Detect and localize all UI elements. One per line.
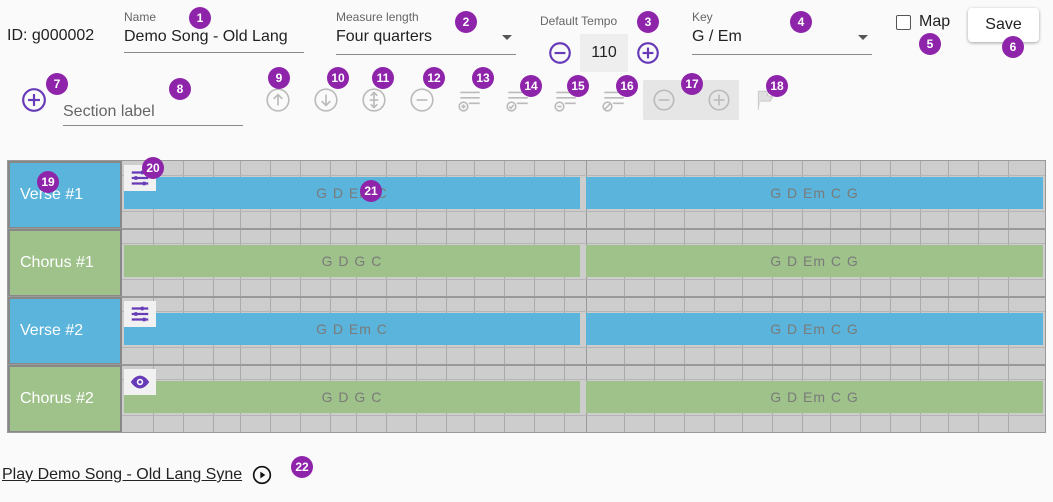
grid-section-separator [8,228,1045,230]
chord-bar[interactable]: G D Em C G [586,245,1043,277]
add-list-icon [458,91,480,112]
zoom-out-icon [653,89,675,111]
annotation-badge: 9 [268,67,290,89]
chord-bar[interactable]: G D Em C [124,177,580,209]
chevron-down-icon[interactable] [858,34,868,40]
annotation-badge: 18 [766,75,788,97]
chord-bar[interactable]: G D Em C G [586,313,1043,345]
map-toggle[interactable]: Map [896,13,950,31]
add-section-button[interactable] [20,86,48,114]
move-down-button[interactable] [312,86,340,114]
minus-circle-icon [549,42,571,64]
annotation-badge: 7 [46,73,68,95]
flag-button[interactable] [752,86,780,114]
add-list-button[interactable] [456,86,484,114]
section-label-3[interactable]: Verse #2 [8,297,122,365]
annotation-badge: 21 [360,180,382,202]
annotation-badge: 12 [423,67,445,89]
chevron-down-icon[interactable] [502,34,512,40]
eye-icon[interactable] [124,369,156,395]
chord-bar[interactable]: G D Em C G [586,381,1043,413]
annotation-badge: 16 [616,75,638,97]
annotation-badge: 1 [189,7,211,29]
name-field[interactable]: Name Demo Song - Old Lang [124,10,304,54]
chord-bar[interactable]: G D G C [124,245,580,277]
remove-button[interactable] [408,86,436,114]
annotation-badge: 17 [681,73,703,95]
grid-row-line [8,175,1045,176]
grid-row-line [8,243,1045,244]
annotation-badge: 14 [520,75,542,97]
tempo-decrease-button[interactable] [546,39,574,67]
key-field[interactable]: Key G / Em [692,10,872,60]
tempo-increase-button[interactable] [634,39,662,67]
tempo-label: Default Tempo [540,14,618,28]
section-label-1[interactable]: Verse #1 [8,161,122,229]
annotation-badge: 4 [790,11,812,33]
grid-row-line [8,311,1045,312]
annotation-badge: 13 [472,67,494,89]
chord-bar[interactable]: G D G C [124,381,580,413]
play-song-label[interactable]: Play Demo Song - Old Lang Syne [2,466,243,483]
annotation-badge: 19 [37,171,59,193]
tempo-input[interactable]: 110 [580,34,628,72]
move-up-icon [266,88,290,112]
zoom-in-icon [708,89,730,111]
key-label: Key [692,10,713,24]
measure-length-field[interactable]: Measure length Four quarters [336,10,516,60]
annotation-badge: 2 [455,11,477,33]
annotation-badge: 10 [327,67,349,89]
tune-icon[interactable] [124,301,156,327]
annotation-badge: 5 [919,33,941,55]
grid-section-separator [8,296,1045,298]
map-checkbox[interactable] [896,14,911,30]
remove-icon [410,88,434,112]
grid-row-line [8,279,1045,280]
key-select[interactable]: G / Em [692,28,742,45]
song-id: ID: g000002 [7,27,95,44]
annotation-badge: 15 [567,75,589,97]
annotation-badge: 6 [1002,36,1024,58]
split-button[interactable] [360,86,388,114]
name-label: Name [124,10,157,24]
chord-bar[interactable]: G D Em C [124,313,580,345]
zoom-out-button[interactable] [650,86,678,114]
disable-list-button[interactable] [600,86,628,114]
measure-length-label: Measure length [336,10,419,24]
map-label: Map [919,13,951,30]
move-down-icon [314,88,338,112]
move-up-button[interactable] [264,86,292,114]
annotation-badge: 22 [291,456,313,478]
annotation-badge: 8 [169,78,191,100]
zoom-in-button[interactable] [705,86,733,114]
grid-row-line [8,211,1045,212]
save-button[interactable]: Save [968,8,1039,42]
grid-section-separator [8,364,1045,366]
grid-row-line [8,347,1045,348]
flag-icon [757,90,774,110]
name-input[interactable]: Demo Song - Old Lang [124,28,304,53]
section-label-input[interactable]: Section label [63,103,243,126]
plus-circle-icon [637,42,659,64]
grid-row-line [8,379,1045,380]
annotation-badge: 3 [637,11,659,33]
play-song-link[interactable]: Play Demo Song - Old Lang Syne [2,465,272,485]
play-icon[interactable] [252,465,272,485]
grid-row-line [8,415,1045,416]
measure-length-select[interactable]: Four quarters [336,28,433,45]
split-icon [362,88,386,112]
chord-bar[interactable]: G D Em C G [586,177,1043,209]
add-section-icon [22,88,46,112]
section-label-2[interactable]: Chorus #1 [8,229,122,297]
section-label-4[interactable]: Chorus #2 [8,365,122,432]
annotation-badge: 11 [372,67,394,89]
annotation-badge: 20 [142,157,164,179]
disable-list-icon [602,91,624,112]
